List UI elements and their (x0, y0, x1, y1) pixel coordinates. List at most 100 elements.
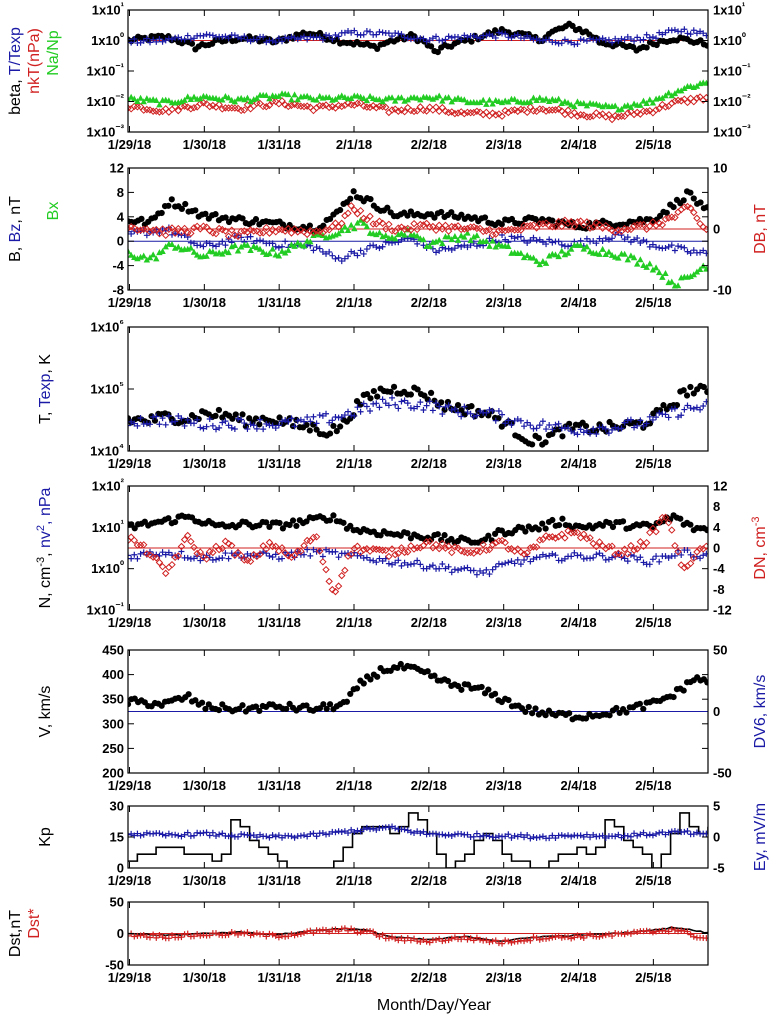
series-ey-point (373, 826, 380, 833)
series-nkt-npa--point (360, 102, 368, 110)
series-dn-point (564, 527, 572, 535)
series-ey-point (530, 834, 537, 841)
series-t-texp-point (360, 31, 367, 38)
series-t-point (337, 423, 344, 430)
series-dst--point (530, 933, 537, 940)
series-dn-point (630, 546, 638, 554)
series-texp-point (143, 420, 150, 427)
series-v-point (582, 715, 590, 722)
series-nkt-npa--point (542, 107, 550, 115)
series-v-point (347, 690, 354, 698)
series-db-point (664, 214, 673, 222)
series-texp-point (238, 416, 245, 423)
series-texp-point (624, 417, 631, 424)
series-beta-point (643, 44, 650, 51)
series-ey-point (693, 829, 700, 836)
series-v-point (491, 690, 499, 697)
series-dv6-point (326, 868, 332, 874)
y-tick-label: 0 (117, 861, 124, 876)
series-dv6-point (477, 874, 483, 880)
series-ey-point (194, 829, 201, 836)
series-texp-point (200, 425, 207, 432)
series-texp-point (477, 408, 484, 415)
series-nkt-npa--point (353, 99, 362, 108)
series-na-np-point (571, 103, 578, 110)
series-na-np-point (313, 96, 320, 103)
series-nkt-npa--point (504, 108, 513, 117)
series-t-texp-point (385, 30, 392, 37)
series-bx-point (668, 278, 675, 285)
series-dv6-point (336, 866, 342, 872)
series-bz-point (172, 230, 179, 237)
series-t-point (704, 388, 708, 396)
series-bz-point (216, 241, 223, 248)
series-na-np-point (505, 98, 512, 105)
series-ey-point (257, 831, 264, 838)
series-nv2-point (561, 555, 568, 562)
series-dn-point (558, 530, 566, 539)
series-texp-point (433, 400, 440, 407)
y-tick-label: 1x10¹ (92, 2, 125, 18)
series-v-point (542, 712, 549, 719)
series-nkt-npa--point (391, 105, 399, 113)
series-dv6-point (295, 864, 301, 870)
series-texp-point (379, 396, 386, 403)
y-tick-label-exp: ⁻¹ (115, 602, 124, 613)
series-beta-point (653, 41, 660, 49)
series-ey-point (307, 830, 314, 837)
series-nkt-npa--point (265, 101, 274, 110)
series-t-texp-point (442, 36, 449, 43)
series-nkt-npa--point (209, 101, 217, 110)
series-db-point (429, 222, 437, 231)
series-ey-point (269, 832, 276, 839)
series-texp-point (285, 418, 292, 425)
series-dst--point (395, 937, 402, 944)
series-dn-point (532, 543, 541, 551)
series-bz-point (128, 230, 135, 237)
series-bx-point (190, 248, 198, 255)
series-dv6-point (540, 861, 546, 867)
series-bx-point (520, 254, 528, 261)
series-ey-point (235, 833, 242, 840)
series-ey-point (539, 833, 546, 840)
series-db-point (658, 221, 667, 229)
series-texp-point (486, 406, 493, 413)
x-tick-label: 1/30/18 (183, 456, 226, 471)
series-bx-point (307, 238, 314, 245)
series-na-np-point (360, 95, 367, 102)
series-texp-point (172, 418, 179, 425)
series-dn-point (674, 547, 682, 556)
series-v-point (424, 668, 431, 675)
y-tick-label-exp: ¹ (121, 2, 125, 13)
series-t-point (646, 420, 654, 427)
series-nkt-npa--point (306, 103, 315, 111)
series-nkt-npa--point (319, 102, 327, 110)
series-db-point (369, 220, 377, 228)
series-db-point (347, 202, 355, 210)
series-dst--point (543, 935, 550, 942)
series-na-np-point (681, 84, 688, 91)
series-db-point (356, 206, 365, 215)
series-bz-point (687, 250, 694, 257)
y-tick-label-base: 1x10 (86, 603, 115, 618)
y2-tick-label: 0 (713, 222, 720, 237)
series-nv2-point (634, 556, 641, 563)
series-texp-point (473, 412, 480, 419)
series-db-point (265, 229, 274, 237)
series-dv6-point (370, 850, 376, 856)
series-bx-point (291, 242, 298, 249)
series-nv2-point (665, 554, 672, 561)
series-ey-point (511, 832, 518, 839)
series-texp-point (175, 412, 182, 419)
series-na-np-point (347, 94, 355, 101)
series-texp-point (653, 414, 660, 421)
series-na-np-point (627, 103, 635, 110)
series-nv2-point (376, 555, 383, 562)
series-dn-point (476, 548, 484, 556)
series-t-texp-point (433, 33, 440, 40)
series-texp-point (304, 414, 311, 421)
series-texp-point (244, 425, 251, 432)
series-texp-point (671, 405, 678, 412)
series-db-point (570, 222, 579, 231)
y2-tick-label: 0 (713, 704, 720, 719)
